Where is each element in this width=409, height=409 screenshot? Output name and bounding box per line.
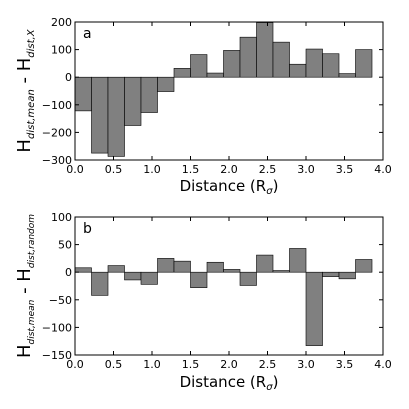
bar (206, 261, 224, 273)
y-tick-label: −50 (49, 294, 72, 307)
bar (157, 258, 175, 273)
bar (124, 271, 142, 281)
bar (239, 36, 257, 78)
bar (140, 271, 158, 285)
y-tick-label: 100 (51, 211, 72, 224)
x-tick-label: 4.0 (374, 163, 392, 176)
y-tick-label: 0 (65, 266, 72, 279)
x-tick-label: 2.0 (220, 358, 238, 371)
bar (355, 259, 373, 273)
x-tick-label: 1.0 (143, 163, 161, 176)
x-tick-label: 3.0 (297, 163, 315, 176)
axes-frame (74, 216, 384, 356)
bar (74, 267, 92, 273)
bar (256, 22, 274, 78)
panel-label: a (83, 26, 92, 42)
bar (173, 68, 191, 78)
x-tick-label: 3.5 (336, 358, 354, 371)
bar (206, 72, 224, 78)
bar (305, 48, 323, 78)
bar (322, 271, 340, 277)
y-tick-label: −300 (42, 154, 72, 167)
bar (107, 76, 125, 157)
bar (272, 270, 290, 273)
bar (338, 73, 356, 78)
x-tick-label: 0.5 (105, 163, 123, 176)
bar (124, 76, 142, 126)
chart-panel-b: 0.0 0.5 1.0 1.5 2.0 2.5 3.0 3.5 4.0 100 50 0 −50 −100… (14, 211, 392, 393)
x-axis-label: Distance (Rσ) (180, 373, 279, 393)
bar (140, 76, 158, 113)
bar (173, 260, 191, 273)
x-tick-label: 2.5 (259, 163, 277, 176)
x-tick-label: 1.5 (182, 358, 200, 371)
y-tick-label: −150 (42, 349, 72, 362)
bar (289, 63, 307, 78)
x-tick-label: 1.0 (143, 358, 161, 371)
bar (272, 41, 290, 78)
bar (289, 248, 307, 273)
x-tick-label: 0.0 (66, 358, 84, 371)
x-tick-label: 1.5 (182, 163, 200, 176)
bar (91, 271, 109, 296)
x-tick-label: 0.0 (66, 163, 84, 176)
bar (74, 76, 92, 112)
bar (338, 271, 356, 280)
bar (223, 269, 241, 273)
bar (355, 49, 373, 78)
y-tick-label: 200 (51, 16, 72, 29)
x-tick-label: 3.0 (297, 358, 315, 371)
x-axis-label: Distance (Rσ) (180, 177, 279, 197)
y-tick-label: −100 (42, 321, 72, 334)
x-tick-label: 2.0 (220, 163, 238, 176)
y-tick-label: −100 (42, 99, 72, 112)
x-tick-label: 3.5 (336, 163, 354, 176)
x-tick-label: 4.0 (374, 358, 392, 371)
bar (107, 265, 125, 273)
bar (190, 54, 208, 78)
bar (256, 254, 274, 273)
bar (223, 50, 241, 78)
chart-panel-a: 0.0 0.5 1.0 1.5 2.0 2.5 3.0 3.5 4.0 200 100 0 −100 −2… (14, 16, 392, 197)
bar (239, 271, 257, 286)
y-tick-label: 50 (58, 239, 72, 252)
bar (91, 76, 109, 154)
y-axis-label: Hdist,mean - Hdist,random (14, 214, 37, 358)
bar (322, 53, 340, 78)
x-tick-label: 2.5 (259, 358, 277, 371)
bar (157, 76, 175, 92)
y-tick-label: −200 (42, 126, 72, 139)
y-tick-label: 0 (65, 71, 72, 84)
bar (305, 271, 323, 346)
bar (190, 271, 208, 288)
x-tick-label: 0.5 (105, 358, 123, 371)
panel-label: b (83, 221, 92, 237)
y-tick-label: 100 (51, 44, 72, 57)
y-axis-label: Hdist,mean - Hdist,X (14, 28, 37, 152)
